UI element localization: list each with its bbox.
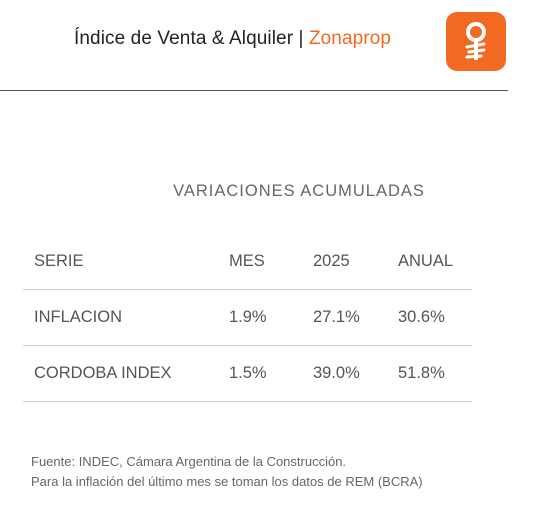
table-row: INFLACION 1.9% 27.1% 30.6% (23, 290, 472, 346)
footnote-line: Fuente: INDEC, Cámara Argentina de la Co… (31, 454, 347, 469)
column-header-2025: 2025 (313, 252, 350, 270)
ytd-value: 39.0% (313, 364, 360, 382)
zonaprop-key-icon (465, 22, 486, 60)
header-title: Índice de Venta & Alquiler | Zonaprop (74, 28, 391, 50)
series-name: CORDOBA INDEX (34, 364, 172, 382)
table-header-row: SERIE MES 2025 ANUAL (23, 234, 472, 290)
header-divider (0, 90, 508, 91)
zonaprop-logo (446, 12, 506, 71)
header-title-text: Índice de Venta & Alquiler | (74, 28, 309, 49)
variations-table: SERIE MES 2025 ANUAL INFLACION 1.9% 27.1… (23, 234, 472, 402)
series-name: INFLACION (34, 308, 123, 326)
annual-value: 51.8% (398, 364, 445, 382)
column-header-serie: SERIE (34, 252, 84, 270)
section-title: VARIACIONES ACUMULADAS (173, 182, 425, 200)
column-header-anual: ANUAL (398, 252, 454, 270)
column-header-mes: MES (229, 252, 265, 270)
brand-name: Zonaprop (308, 28, 392, 49)
table-row: CORDOBA INDEX 1.5% 39.0% 51.8% (23, 346, 472, 402)
footnote-line: Para la inflación del último mes se toma… (31, 474, 423, 489)
ytd-value: 27.1% (313, 308, 360, 326)
source-footnote: Fuente: INDEC, Cámara Argentina de la Co… (31, 452, 423, 492)
annual-value: 30.6% (398, 308, 445, 326)
monthly-value: 1.9% (229, 308, 267, 326)
monthly-value: 1.5% (229, 364, 267, 382)
